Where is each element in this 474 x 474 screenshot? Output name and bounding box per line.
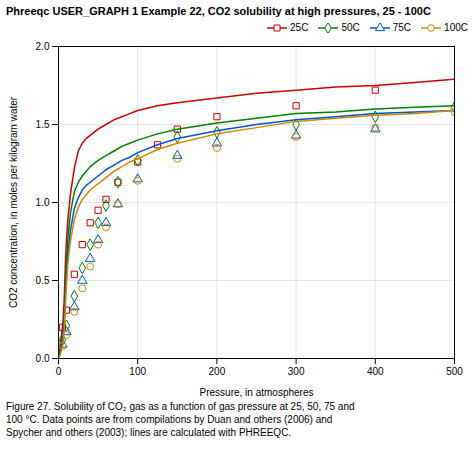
svg-text:200: 200 — [209, 366, 226, 377]
svg-text:0.0: 0.0 — [36, 353, 50, 364]
html-text:50C: 50C — [341, 22, 360, 33]
html-text:Figure 27. Solubility of CO₂ g: Figure 27. Solubility of CO₂ gas as a fu… — [6, 401, 355, 438]
svg-text:0: 0 — [56, 366, 62, 377]
svg-text:300: 300 — [288, 366, 305, 377]
svg-text:1.5: 1.5 — [36, 119, 50, 130]
svg-text:2.0: 2.0 — [36, 41, 50, 52]
svg-text:500: 500 — [446, 366, 463, 377]
svg-text:1.0: 1.0 — [36, 197, 50, 208]
svg-text:400: 400 — [367, 366, 384, 377]
html-text:75C: 75C — [392, 22, 412, 33]
svg-text:Pressure, in atmospheres: Pressure, in atmospheres — [200, 387, 314, 398]
html-text:100C: 100C — [444, 22, 468, 33]
svg-text:0.5: 0.5 — [36, 275, 50, 286]
html-text:25C: 25C — [290, 22, 309, 33]
svg-text:CO2 concentration, in moles pe: CO2 concentration, in moles per kilogram… — [8, 96, 19, 308]
svg-text:100: 100 — [129, 366, 146, 377]
html-text:Phreeqc USER_GRAPH 1 Example 2: Phreeqc USER_GRAPH 1 Example 22, CO2 sol… — [6, 5, 431, 17]
